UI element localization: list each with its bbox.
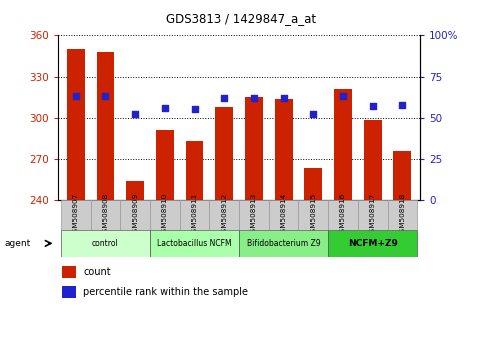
Text: percentile rank within the sample: percentile rank within the sample [84, 287, 248, 297]
Point [72, 93, 80, 99]
Point [310, 112, 317, 117]
Bar [61, 230, 150, 257]
Bar [62, 286, 76, 298]
Bar [215, 107, 233, 200]
Text: GSM508907: GSM508907 [73, 193, 79, 237]
Point [191, 107, 199, 112]
Point [339, 93, 347, 99]
Bar [150, 200, 180, 230]
Bar [239, 230, 328, 257]
Bar [387, 200, 417, 230]
Bar [126, 181, 144, 200]
Point [398, 102, 406, 107]
Bar [150, 230, 239, 257]
Text: GSM508915: GSM508915 [310, 193, 316, 237]
Bar [185, 141, 203, 200]
Bar [334, 89, 352, 200]
Bar [210, 200, 239, 230]
Bar [91, 200, 120, 230]
Bar [245, 97, 263, 200]
Point [161, 105, 169, 111]
Point [131, 112, 139, 117]
Text: NCFM+Z9: NCFM+Z9 [348, 239, 398, 248]
Bar [62, 266, 76, 279]
Text: control: control [92, 239, 119, 248]
Bar [97, 52, 114, 200]
Text: GSM508909: GSM508909 [132, 193, 138, 237]
Text: GSM508912: GSM508912 [221, 193, 227, 237]
Bar [180, 200, 210, 230]
Bar [298, 200, 328, 230]
Point [250, 95, 258, 101]
Text: agent: agent [5, 239, 31, 248]
Point [101, 93, 109, 99]
Text: Bifidobacterium Z9: Bifidobacterium Z9 [247, 239, 320, 248]
Bar [239, 200, 269, 230]
Bar [275, 98, 293, 200]
Bar [358, 200, 387, 230]
Bar [120, 200, 150, 230]
Text: GSM508916: GSM508916 [340, 193, 346, 237]
Text: GSM508911: GSM508911 [192, 193, 198, 237]
Point [369, 103, 377, 109]
Text: GDS3813 / 1429847_a_at: GDS3813 / 1429847_a_at [167, 12, 316, 25]
Text: GSM508914: GSM508914 [281, 193, 286, 237]
Text: GSM508918: GSM508918 [399, 193, 405, 237]
Bar [328, 200, 358, 230]
Point [280, 95, 287, 101]
Bar [394, 151, 412, 200]
Text: GSM508910: GSM508910 [162, 193, 168, 237]
Text: GSM508913: GSM508913 [251, 193, 257, 237]
Bar [67, 49, 85, 200]
Bar [156, 130, 174, 200]
Text: GSM508908: GSM508908 [102, 193, 109, 237]
Text: Lactobacillus NCFM: Lactobacillus NCFM [157, 239, 232, 248]
Bar [364, 120, 382, 200]
Bar [61, 200, 91, 230]
Text: count: count [84, 267, 111, 277]
Bar [304, 169, 322, 200]
Text: GSM508917: GSM508917 [369, 193, 376, 237]
Point [220, 95, 228, 101]
Bar [328, 230, 417, 257]
Bar [269, 200, 298, 230]
